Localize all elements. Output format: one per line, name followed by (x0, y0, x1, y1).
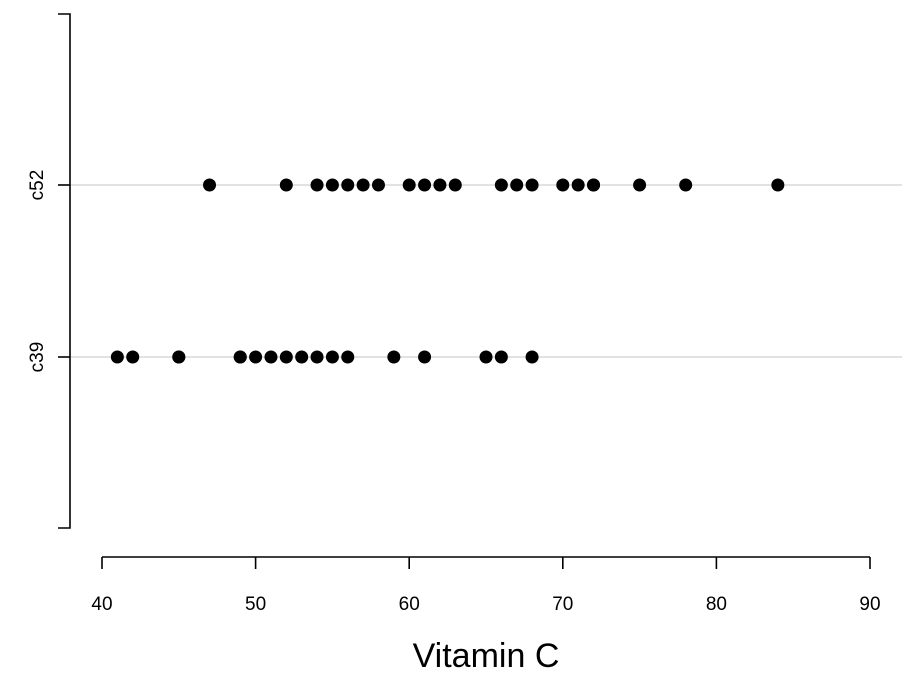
point-c52-17 (587, 178, 601, 192)
point-c52-14 (556, 178, 570, 192)
y-tick-label-c39: c39 (27, 342, 48, 373)
y-tick-labels: c39 c52 (27, 170, 48, 373)
point-c39-9 (295, 350, 309, 364)
point-c52-1 (279, 178, 293, 192)
point-c39-1 (126, 350, 140, 364)
point-c39-5 (233, 350, 247, 364)
point-c39-12 (341, 350, 355, 364)
point-c39-0 (110, 350, 124, 364)
point-c52-4 (341, 178, 355, 192)
point-c52-15 (571, 178, 585, 192)
point-c52-9 (433, 178, 447, 192)
point-c39-7 (264, 350, 278, 364)
point-c39-3 (172, 350, 186, 364)
y-axis-line (58, 13, 71, 529)
point-c39-8 (279, 350, 293, 364)
y-tick-label-c52: c52 (27, 170, 48, 201)
point-c52-18 (633, 178, 647, 192)
point-c52-13 (525, 178, 539, 192)
points (110, 178, 785, 364)
x-tick-label-50: 50 (245, 594, 266, 615)
point-c39-17 (525, 350, 539, 364)
point-c52-3 (325, 178, 339, 192)
point-c52-19 (679, 178, 693, 192)
x-tick-label-60: 60 (399, 594, 420, 615)
point-c52-0 (203, 178, 217, 192)
gridlines (70, 184, 902, 358)
point-c52-11 (494, 178, 508, 192)
point-c39-15 (479, 350, 493, 364)
point-c52-10 (448, 178, 462, 192)
y-axis (58, 13, 71, 529)
point-c52-12 (510, 178, 524, 192)
point-c39-10 (310, 350, 324, 364)
point-c52-5 (356, 178, 370, 192)
point-c39-13 (387, 350, 401, 364)
point-c39-6 (249, 350, 263, 364)
x-ticks: 40 50 60 70 80 90 (91, 557, 881, 615)
point-c39-11 (325, 350, 339, 364)
point-c52-2 (310, 178, 324, 192)
x-axis-title: Vitamin C (413, 637, 560, 675)
x-tick-label-80: 80 (706, 594, 727, 615)
x-tick-label-90: 90 (859, 594, 880, 615)
point-c52-20 (771, 178, 785, 192)
x-tick-label-70: 70 (552, 594, 573, 615)
point-c52-7 (402, 178, 416, 192)
x-tick-label-40: 40 (91, 594, 112, 615)
point-c39-16 (494, 350, 508, 364)
point-c52-8 (418, 178, 432, 192)
point-c39-14 (418, 350, 432, 364)
point-c52-6 (371, 178, 385, 192)
